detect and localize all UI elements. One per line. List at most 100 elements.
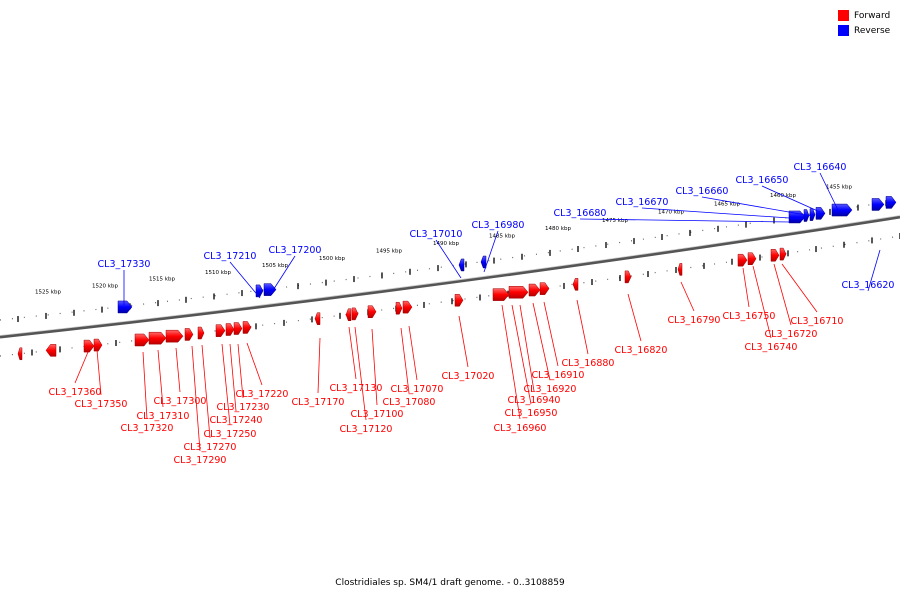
forward-gene[interactable] [225, 323, 235, 336]
forward-gene[interactable] [572, 278, 579, 291]
forward-gene[interactable] [528, 283, 541, 297]
reverse-gene-label[interactable]: CL3_16670 [616, 197, 669, 208]
forward-gene[interactable] [184, 328, 194, 341]
forward-gene-label[interactable]: CL3_16720 [765, 329, 818, 340]
forward-label-leader [221, 343, 231, 426]
forward-gene[interactable] [508, 285, 529, 299]
forward-gene[interactable] [165, 329, 184, 343]
forward-gene[interactable] [45, 344, 57, 357]
forward-gene[interactable] [539, 282, 550, 295]
forward-gene[interactable] [215, 324, 226, 337]
forward-gene[interactable] [17, 347, 23, 361]
legend-forward: Forward [838, 8, 890, 23]
forward-gene[interactable] [134, 333, 150, 347]
forward-gene[interactable] [351, 307, 359, 321]
genome-backbone [0, 215, 900, 339]
forward-gene-label[interactable]: CL3_17220 [236, 389, 289, 400]
forward-swatch [838, 10, 849, 21]
reverse-gene[interactable] [885, 196, 897, 209]
forward-label-leader [201, 344, 211, 439]
reverse-gene[interactable] [263, 283, 277, 296]
reverse-gene[interactable] [117, 300, 133, 314]
forward-gene-label[interactable]: CL3_17080 [383, 397, 436, 408]
reverse-gene[interactable] [480, 255, 487, 269]
forward-gene-label[interactable]: CL3_16960 [494, 423, 547, 434]
reverse-gene-label[interactable]: CL3_16980 [472, 220, 525, 231]
reverse-gene-label[interactable]: CL3_17200 [269, 245, 322, 256]
reverse-gene[interactable] [255, 284, 264, 298]
forward-gene-label[interactable]: CL3_16880 [562, 358, 615, 369]
reverse-gene[interactable] [815, 207, 826, 220]
reverse-gene[interactable] [831, 203, 853, 217]
reverse-gene[interactable] [803, 209, 810, 222]
forward-label-leader [348, 326, 357, 380]
scale-label: 1510 kbp [205, 270, 231, 276]
forward-gene-label[interactable]: CL3_17100 [351, 409, 404, 420]
reverse-gene[interactable] [458, 258, 465, 272]
forward-gene[interactable] [770, 249, 780, 262]
forward-gene[interactable] [314, 312, 321, 325]
forward-gene-label[interactable]: CL3_17230 [217, 402, 270, 413]
forward-gene[interactable] [242, 321, 252, 334]
forward-gene-label[interactable]: CL3_17120 [340, 424, 393, 435]
scale-label: 1460 kbp [770, 193, 796, 199]
forward-gene-label[interactable]: CL3_17270 [184, 442, 237, 453]
reverse-gene-label[interactable]: CL3_16650 [736, 175, 789, 186]
forward-gene[interactable] [395, 301, 403, 315]
forward-gene-label[interactable]: CL3_17300 [154, 396, 207, 407]
forward-gene-label[interactable]: CL3_16950 [505, 408, 558, 419]
reverse-gene-label[interactable]: CL3_16620 [842, 280, 895, 291]
scale-label: 1455 kbp [826, 185, 852, 191]
forward-label-leader [781, 263, 818, 313]
forward-label-leader [511, 304, 532, 405]
forward-gene-label[interactable]: CL3_17320 [121, 423, 174, 434]
forward-gene[interactable] [677, 263, 683, 276]
forward-gene[interactable] [197, 326, 205, 340]
forward-gene-label[interactable]: CL3_16740 [745, 342, 798, 353]
forward-gene-label[interactable]: CL3_17070 [391, 384, 444, 395]
reverse-gene-label[interactable]: CL3_17010 [410, 229, 463, 240]
reverse-gene-label[interactable]: CL3_16640 [794, 162, 847, 173]
reverse-label-leader [819, 172, 839, 211]
forward-gene-label[interactable]: CL3_17250 [204, 429, 257, 440]
forward-gene-label[interactable]: CL3_16750 [723, 311, 776, 322]
forward-gene-label[interactable]: CL3_16910 [532, 370, 585, 381]
reverse-gene-label[interactable]: CL3_16660 [676, 186, 729, 197]
reverse-gene[interactable] [871, 198, 885, 211]
forward-gene-label[interactable]: CL3_17350 [75, 399, 128, 410]
forward-gene-label[interactable]: CL3_17360 [49, 387, 102, 398]
forward-gene[interactable] [93, 338, 103, 352]
forward-gene-label[interactable]: CL3_17290 [174, 455, 227, 466]
forward-gene[interactable] [148, 331, 167, 345]
reverse-gene[interactable] [809, 208, 816, 221]
forward-gene[interactable] [624, 270, 632, 284]
forward-gene-label[interactable]: CL3_17170 [292, 397, 345, 408]
forward-gene[interactable] [83, 339, 95, 353]
forward-gene-label[interactable]: CL3_16710 [791, 316, 844, 327]
forward-gene-label[interactable]: CL3_17240 [210, 415, 263, 426]
forward-gene-label[interactable]: CL3_16820 [615, 345, 668, 356]
forward-gene-label[interactable]: CL3_16940 [508, 395, 561, 406]
forward-gene[interactable] [737, 253, 748, 267]
forward-gene[interactable] [492, 288, 510, 301]
forward-label-leader [96, 349, 102, 396]
forward-gene[interactable] [454, 294, 464, 307]
forward-gene[interactable] [233, 322, 243, 335]
forward-gene-label[interactable]: CL3_16920 [524, 384, 577, 395]
reverse-gene-label[interactable]: CL3_17330 [98, 259, 151, 270]
legend-forward-label: Forward [854, 10, 891, 21]
forward-gene[interactable] [747, 252, 757, 266]
forward-gene-label[interactable]: CL3_17020 [442, 371, 495, 382]
forward-label-leader [157, 349, 164, 408]
reverse-gene-label[interactable]: CL3_16680 [554, 208, 607, 219]
forward-gene[interactable] [779, 247, 787, 261]
forward-gene-label[interactable]: CL3_17310 [137, 411, 190, 422]
forward-gene[interactable] [367, 305, 377, 318]
scale-label: 1480 kbp [545, 226, 571, 232]
forward-gene-label[interactable]: CL3_17130 [330, 383, 383, 394]
reverse-swatch [838, 25, 849, 36]
forward-gene-label[interactable]: CL3_16790 [668, 315, 721, 326]
forward-gene[interactable] [402, 300, 413, 314]
forward-gene[interactable] [345, 308, 352, 322]
reverse-gene-label[interactable]: CL3_17210 [204, 251, 257, 262]
